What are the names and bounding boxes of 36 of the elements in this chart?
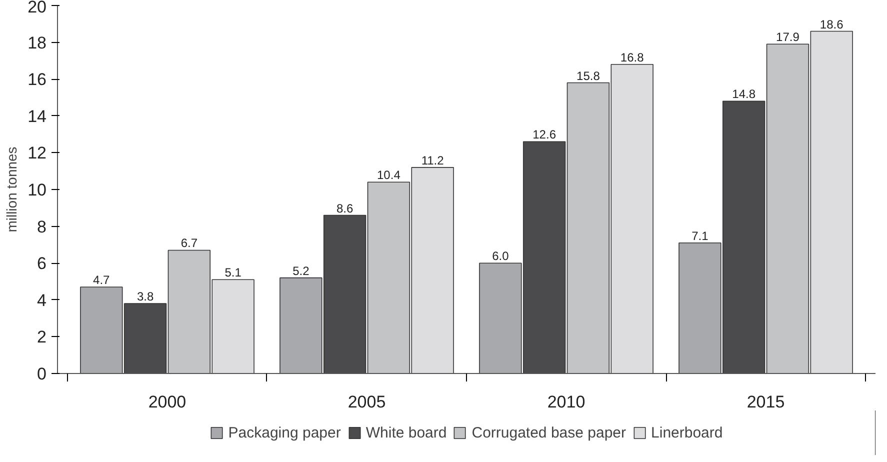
data-label: 18.6 — [820, 17, 844, 32]
y-tick-label: 14 — [28, 106, 47, 126]
data-label: 15.8 — [576, 68, 600, 83]
legend-label: Corrugated base paper — [472, 424, 626, 441]
y-tick-label: 4 — [37, 290, 47, 310]
data-label: 8.6 — [336, 201, 354, 216]
y-tick-label: 2 — [37, 328, 47, 347]
y-tick-label: 20 — [28, 0, 47, 16]
y-axis-title: million tonnes — [4, 146, 20, 232]
x-tick-label: 2010 — [547, 392, 586, 412]
x-tick-label: 2005 — [348, 392, 386, 412]
data-label: 16.8 — [620, 50, 644, 64]
y-tick-label: 10 — [28, 180, 47, 200]
legend-label: Linerboard — [651, 424, 723, 441]
data-label: 10.4 — [377, 168, 401, 182]
data-label: 6.7 — [180, 236, 198, 250]
data-label: 3.8 — [136, 290, 154, 304]
data-label: 4.7 — [93, 273, 110, 288]
data-label: 5.2 — [292, 264, 310, 278]
x-tick-label: 2015 — [746, 392, 785, 412]
legend-label: Packaging paper — [228, 424, 341, 441]
data-label: 5.1 — [224, 266, 242, 280]
data-label: 7.1 — [692, 228, 709, 243]
data-label: 12.6 — [532, 128, 556, 142]
y-tick-label: 6 — [37, 254, 47, 274]
data-label: 11.2 — [421, 153, 444, 168]
y-tick-label: 8 — [37, 217, 47, 236]
y-tick-label: 16 — [28, 70, 47, 90]
data-label: 6.0 — [492, 249, 510, 264]
y-tick-label: 0 — [37, 364, 47, 384]
data-label: 17.9 — [776, 30, 800, 44]
legend-label: White board — [366, 424, 447, 441]
y-tick-label: 18 — [28, 33, 47, 52]
data-label: 14.8 — [732, 87, 756, 102]
y-tick-label: 12 — [28, 144, 47, 163]
x-tick-label: 2000 — [148, 392, 186, 412]
